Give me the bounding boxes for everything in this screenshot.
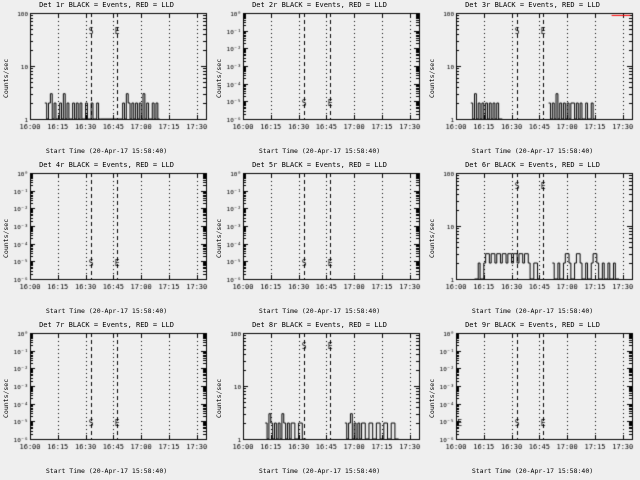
panel-title: Det 5r BLACK = Events, RED = LLD bbox=[252, 161, 387, 169]
x-axis-label: Start Time (20-Apr-17 15:58:40) bbox=[258, 147, 381, 155]
plot-canvas-det-6r bbox=[426, 169, 639, 307]
panel-title: Det 2r BLACK = Events, RED = LLD bbox=[252, 1, 387, 9]
x-axis-label: Start Time (20-Apr-17 15:58:40) bbox=[471, 147, 594, 155]
x-axis-label: Start Time (20-Apr-17 15:58:40) bbox=[471, 307, 594, 315]
x-axis-label: Start Time (20-Apr-17 15:58:40) bbox=[258, 467, 381, 475]
panel-det-6r: Det 6r BLACK = Events, RED = LLD Counts/… bbox=[426, 160, 639, 320]
panel-det-5r: Det 5r BLACK = Events, RED = LLD Counts/… bbox=[213, 160, 426, 320]
panel-det-4r: Det 4r BLACK = Events, RED = LLD Counts/… bbox=[0, 160, 213, 320]
panel-title: Det 6r BLACK = Events, RED = LLD bbox=[465, 161, 600, 169]
panel-title: Det 8r BLACK = Events, RED = LLD bbox=[252, 321, 387, 329]
plot-canvas-det-4r bbox=[0, 169, 213, 307]
x-axis-label: Start Time (20-Apr-17 15:58:40) bbox=[258, 307, 381, 315]
panel-title: Det 9r BLACK = Events, RED = LLD bbox=[465, 321, 600, 329]
x-axis-label: Start Time (20-Apr-17 15:58:40) bbox=[45, 467, 168, 475]
panel-title: Det 4r BLACK = Events, RED = LLD bbox=[39, 161, 174, 169]
plot-canvas-det-2r bbox=[213, 9, 426, 147]
x-axis-label: Start Time (20-Apr-17 15:58:40) bbox=[471, 467, 594, 475]
plot-canvas-det-8r bbox=[213, 329, 426, 467]
plot-canvas-det-5r bbox=[213, 169, 426, 307]
panel-title: Det 7r BLACK = Events, RED = LLD bbox=[39, 321, 174, 329]
plot-canvas-det-1r bbox=[0, 9, 213, 147]
panel-title: Det 3r BLACK = Events, RED = LLD bbox=[465, 1, 600, 9]
panel-det-2r: Det 2r BLACK = Events, RED = LLD Counts/… bbox=[213, 0, 426, 160]
panel-title: Det 1r BLACK = Events, RED = LLD bbox=[39, 1, 174, 9]
plot-canvas-det-7r bbox=[0, 329, 213, 467]
x-axis-label: Start Time (20-Apr-17 15:58:40) bbox=[45, 307, 168, 315]
panel-det-8r: Det 8r BLACK = Events, RED = LLD Counts/… bbox=[213, 320, 426, 480]
panel-det-3r: Det 3r BLACK = Events, RED = LLD Counts/… bbox=[426, 0, 639, 160]
panel-det-1r: Det 1r BLACK = Events, RED = LLD Counts/… bbox=[0, 0, 213, 160]
panel-det-7r: Det 7r BLACK = Events, RED = LLD Counts/… bbox=[0, 320, 213, 480]
plot-canvas-det-9r bbox=[426, 329, 639, 467]
panel-det-9r: Det 9r BLACK = Events, RED = LLD Counts/… bbox=[426, 320, 639, 480]
x-axis-label: Start Time (20-Apr-17 15:58:40) bbox=[45, 147, 168, 155]
plot-canvas-det-3r bbox=[426, 9, 639, 147]
